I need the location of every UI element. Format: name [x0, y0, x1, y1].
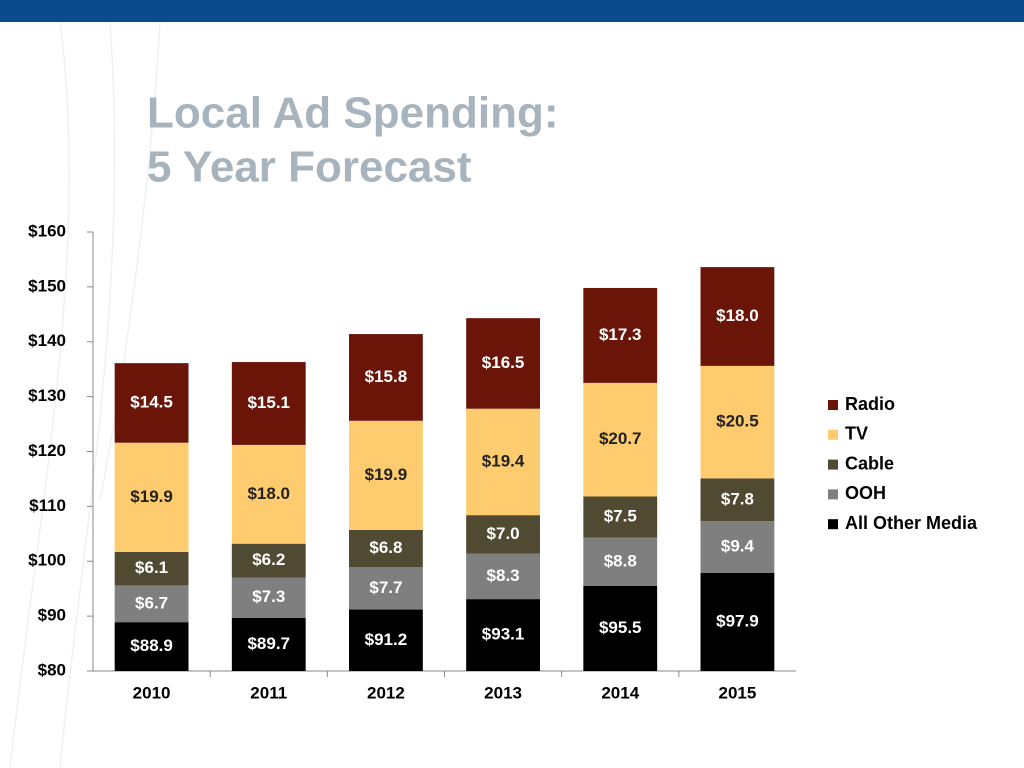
data-label: $6.7: [135, 593, 168, 612]
bar-segment: [700, 572, 775, 671]
data-label: $17.3: [599, 325, 642, 344]
bar-segment: [583, 585, 658, 671]
data-label: $18.0: [247, 484, 290, 503]
legend-label: All Other Media: [845, 513, 978, 533]
data-label: $88.9: [130, 636, 173, 655]
bar-segment: [583, 537, 658, 586]
data-label: $20.5: [716, 412, 759, 431]
bar-segment: [349, 567, 423, 610]
bar-segment: [114, 442, 189, 552]
x-tick-label: 2015: [719, 683, 757, 702]
data-label: $6.1: [135, 558, 168, 577]
data-label: $7.0: [487, 524, 520, 543]
data-label: $19.4: [482, 451, 525, 470]
bar-segment: [114, 622, 189, 671]
legend-swatch: [828, 400, 838, 410]
legend-label: Radio: [845, 394, 895, 414]
x-tick-label: 2010: [133, 683, 171, 702]
bar-segment: [466, 553, 540, 600]
decor: [9, 21, 161, 768]
bar-segment: [466, 599, 540, 671]
data-label: $7.3: [252, 587, 285, 606]
y-tick-label: $90: [38, 606, 66, 625]
data-label: $7.7: [369, 578, 402, 597]
data-label: $7.5: [604, 507, 637, 526]
x-tick-label: 2012: [367, 683, 405, 702]
chart-title: 5 Year Forecast: [147, 143, 472, 192]
bar-segment: [700, 478, 775, 522]
x-tick-label: 2011: [250, 683, 287, 702]
data-label: $9.4: [721, 536, 755, 555]
bar-segment: [700, 267, 775, 366]
data-label: $19.9: [365, 465, 408, 484]
data-label: $20.7: [599, 429, 642, 448]
data-label: $15.1: [247, 393, 290, 412]
y-tick-label: $140: [28, 331, 66, 350]
legend-label: OOH: [845, 483, 886, 503]
y-tick-label: $160: [28, 221, 66, 240]
bar-segment: [231, 543, 306, 578]
bar-segment: [466, 318, 540, 409]
data-label: $19.9: [130, 487, 173, 506]
legend-swatch: [828, 519, 838, 530]
legend-label: Cable: [845, 453, 894, 473]
bar-segment: [466, 408, 540, 516]
bar-segment: [231, 444, 306, 544]
data-label: $8.3: [487, 566, 520, 585]
data-label: $18.0: [716, 306, 759, 325]
bar-segment: [700, 521, 775, 573]
data-label: $8.8: [604, 551, 637, 570]
bar-segment: [583, 287, 658, 383]
bar-segment: [231, 577, 306, 618]
bar-segment: [114, 585, 189, 623]
x-tick-label: 2014: [601, 683, 639, 702]
header-band: [0, 0, 1024, 22]
data-label: $6.2: [252, 550, 285, 569]
data-label: $91.2: [365, 630, 408, 649]
bar-segment: [231, 362, 306, 445]
bar-segment: [700, 365, 775, 479]
y-tick-label: $110: [29, 496, 66, 515]
legend-swatch: [828, 459, 838, 470]
chart-title: Local Ad Spending:: [147, 89, 558, 138]
bar-segment: [349, 609, 423, 671]
bar-segment: [583, 496, 658, 538]
legend-label: TV: [845, 424, 868, 444]
data-label: $6.8: [369, 538, 402, 557]
y-tick-label: $120: [28, 441, 66, 460]
legend-swatch: [828, 489, 838, 500]
bar-segment: [349, 529, 423, 568]
y-tick-label: $100: [28, 551, 66, 570]
bar-segment: [114, 551, 189, 586]
data-label: $89.7: [247, 634, 290, 653]
bar-segment: [466, 515, 540, 554]
data-label: $16.5: [482, 353, 525, 372]
y-tick-label: $80: [38, 660, 66, 679]
data-label: $15.8: [365, 367, 408, 386]
bar-segment: [231, 617, 306, 671]
data-label: $93.1: [482, 625, 525, 644]
bar-segment: [114, 363, 189, 443]
data-label: $95.5: [599, 618, 642, 637]
data-label: $14.5: [130, 392, 173, 411]
x-tick-label: 2013: [484, 683, 522, 702]
bar-segment: [583, 382, 658, 497]
bar-segment: [349, 334, 423, 421]
y-tick-label: $130: [28, 386, 66, 405]
legend-swatch: [828, 429, 838, 440]
y-tick-label: $150: [28, 276, 66, 295]
data-label: $7.8: [721, 489, 754, 508]
bar-segment: [349, 420, 423, 530]
data-label: $97.9: [716, 611, 759, 630]
